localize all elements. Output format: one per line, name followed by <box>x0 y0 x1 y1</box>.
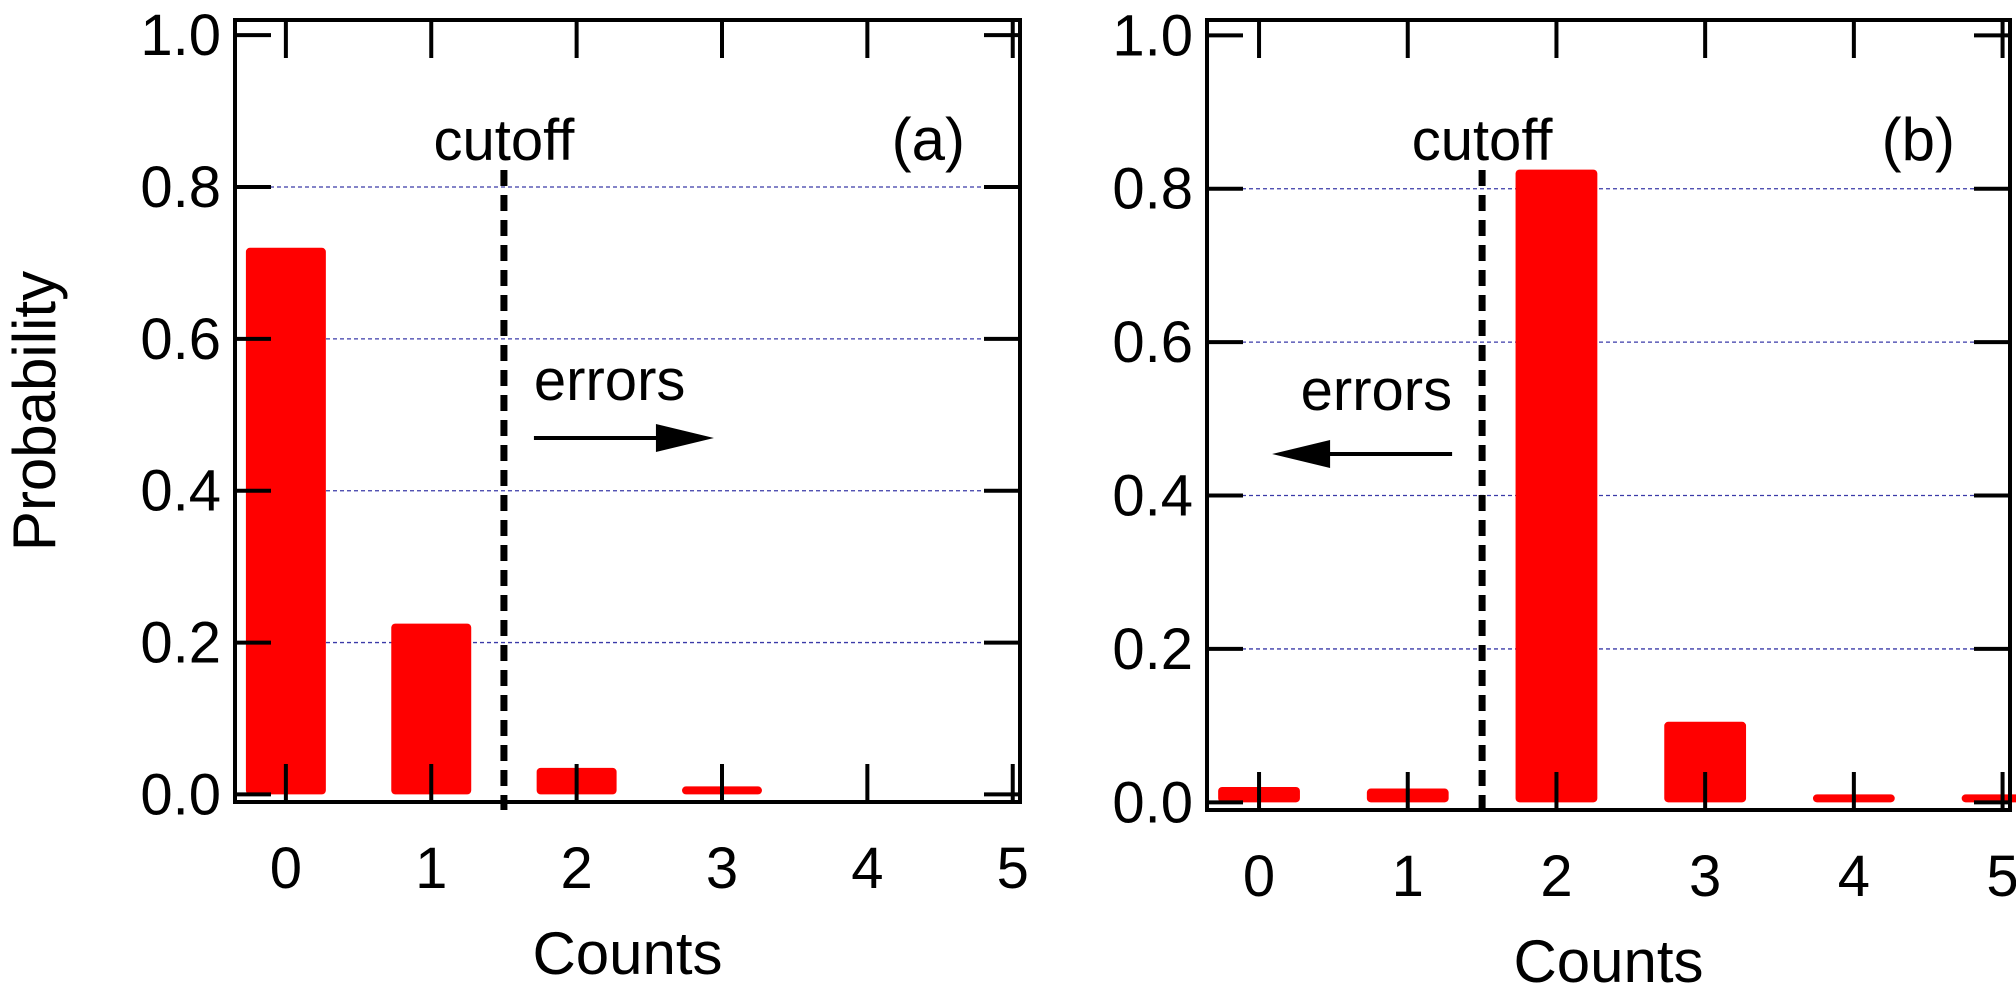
bar <box>1515 169 1598 803</box>
bar <box>1664 721 1747 803</box>
errors-label: errors <box>534 348 685 413</box>
y-tick-label: 0.2 <box>1112 617 1193 682</box>
y-tick-label: 0.4 <box>1112 464 1193 529</box>
x-tick-label: 5 <box>997 836 1029 901</box>
cutoff-label: cutoff <box>1412 108 1554 173</box>
x-tick-label: 3 <box>1689 844 1721 909</box>
errors-arrow-head <box>655 424 714 452</box>
errors-arrow-head <box>1272 440 1331 468</box>
x-tick-label: 0 <box>270 836 302 901</box>
errors-label: errors <box>1301 358 1452 423</box>
x-tick-label: 5 <box>1986 844 2016 909</box>
panel-label: (a) <box>892 106 965 173</box>
y-tick-label: 0.0 <box>1112 770 1193 835</box>
x-tick-label: 4 <box>1838 844 1870 909</box>
panel-label: (b) <box>1882 106 1955 173</box>
bar <box>245 247 326 795</box>
plot-frame <box>1205 18 2012 812</box>
y-tick-label: 0.0 <box>140 762 221 827</box>
bar <box>391 623 472 795</box>
cutoff-label: cutoff <box>434 108 576 173</box>
panel-a: cutoff errors 0.0 0.2 0.4 0.6 0.8 1.0 0 1 2 3 4 5 Coun… <box>1 3 1029 987</box>
y-tick-label: 1.0 <box>140 3 221 68</box>
y-tick-label: 0.6 <box>140 307 221 372</box>
x-tick-label: 1 <box>415 836 447 901</box>
plot-frame <box>233 18 1022 804</box>
x-tick-label: 1 <box>1392 844 1424 909</box>
x-axis-title: Counts <box>532 920 722 987</box>
x-tick-label: 3 <box>706 836 738 901</box>
y-axis-title: Probability <box>1 271 68 551</box>
x-tick-label: 4 <box>851 836 883 901</box>
y-tick-label: 0.8 <box>1112 157 1193 222</box>
y-tick-label: 0.4 <box>140 459 221 524</box>
x-tick-label: 2 <box>1540 844 1572 909</box>
y-tick-label: 0.6 <box>1112 310 1193 375</box>
y-tick-label: 0.2 <box>140 611 221 676</box>
y-tick-label: 0.8 <box>140 155 221 220</box>
x-tick-label: 0 <box>1243 844 1275 909</box>
x-tick-label: 2 <box>560 836 592 901</box>
y-tick-label: 1.0 <box>1112 3 1193 68</box>
panel-b: cutoff errors 0.0 0.2 0.4 0.6 0.8 1.0 0 1 2 3 4 5 Coun… <box>1112 3 2016 995</box>
x-axis-title: Counts <box>1513 928 1703 995</box>
